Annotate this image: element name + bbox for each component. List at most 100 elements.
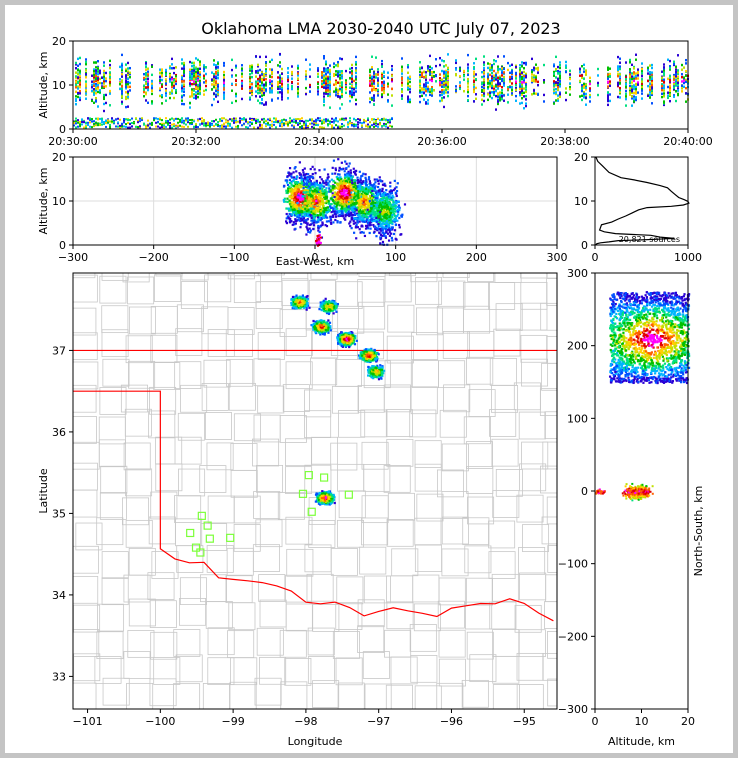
time-density-cell (217, 61, 219, 64)
time-density-cell (425, 102, 427, 105)
time-density-cell (323, 57, 325, 60)
time-density-cell (557, 70, 559, 73)
time-lowalt-cell (179, 118, 181, 121)
time-density-cell (553, 81, 555, 85)
time-density-cell (321, 82, 323, 86)
time-density-cell (317, 90, 319, 93)
time-density-cell (631, 85, 633, 88)
time-density-cell (609, 99, 611, 103)
time-density-cell (191, 78, 193, 82)
ew-density-cell (318, 217, 321, 221)
time-density-cell (581, 89, 583, 93)
ew-density-cell (390, 190, 394, 193)
time-lowalt-cell (317, 119, 319, 122)
time-lowalt-cell (95, 122, 97, 125)
time-density-cell (323, 76, 325, 80)
ew-density-cell (311, 222, 314, 225)
time-density-cell (473, 84, 475, 87)
ew-density-cell (388, 194, 391, 197)
ew-density-cell (361, 203, 364, 206)
time-lowalt-cell (367, 118, 369, 121)
time-density-cell (97, 90, 99, 94)
time-density-cell (77, 85, 79, 88)
time-density-cell (381, 95, 383, 99)
ew-density-cell (331, 192, 334, 195)
time-density-cell (329, 72, 331, 75)
time-density-cell (93, 90, 95, 93)
time-density-cell (197, 78, 199, 82)
time-density-cell (537, 68, 539, 72)
time-density-cell (439, 63, 441, 67)
time-density-cell (125, 95, 127, 99)
time-density-cell (443, 80, 445, 83)
time-density-cell (211, 78, 213, 81)
time-density-cell (281, 78, 283, 81)
time-lowalt-cell (211, 120, 213, 123)
ew-density-cell (293, 176, 296, 179)
ew-density-cell (320, 183, 323, 186)
ew-density-cell (325, 179, 328, 182)
time-lowalt-cell (305, 124, 307, 127)
time-lowalt-cell (385, 118, 387, 121)
ew-density-cell (382, 208, 386, 211)
time-density-cell (121, 64, 123, 67)
time-lowalt-cell (267, 123, 269, 126)
time-density-cell (191, 72, 193, 76)
time-density-cell (559, 72, 561, 75)
ew-density-cell (387, 220, 390, 223)
time-density-cell (523, 78, 525, 82)
time-lowalt-cell (111, 120, 113, 123)
ew-density-cell (306, 193, 309, 197)
time-lowalt-cell (339, 118, 341, 121)
time-lowalt-cell (213, 120, 215, 123)
time-density-cell (555, 87, 557, 91)
time-lowalt-cell (297, 123, 299, 126)
time-density-cell (391, 68, 393, 72)
time-lowalt-cell (81, 123, 83, 126)
time-density-cell (193, 64, 195, 67)
time-density-cell (109, 71, 111, 74)
time-lowalt-cell (85, 125, 87, 128)
time-ytick-label: 0 (59, 123, 66, 136)
time-density-cell (447, 94, 449, 98)
time-density-cell (427, 99, 429, 102)
time-lowalt-cell (91, 118, 93, 121)
time-density-cell (165, 91, 167, 95)
time-lowalt-cell (247, 121, 249, 124)
time-density-cell (373, 75, 375, 79)
ew-density-cell (291, 223, 294, 226)
time-lowalt-cell (191, 122, 193, 125)
time-density-cell (519, 64, 521, 67)
time-density-cell (257, 91, 259, 95)
ew-density-cell (395, 186, 398, 189)
time-density-cell (85, 67, 87, 71)
time-density-cell (533, 89, 535, 92)
time-lowalt-cell (275, 126, 277, 129)
time-lowalt-cell (81, 118, 83, 121)
time-lowalt-cell (145, 126, 147, 129)
time-density-cell (75, 75, 77, 78)
time-density-cell (125, 74, 127, 77)
time-density-cell (195, 57, 197, 60)
time-density-cell (339, 70, 341, 73)
time-lowalt-cell (267, 122, 269, 125)
time-density-cell (169, 80, 171, 83)
time-density-cell (99, 71, 101, 75)
ew-density-cell (317, 194, 321, 197)
time-density-cell (387, 85, 389, 88)
time-density-cell (423, 70, 425, 73)
time-density-cell (511, 71, 513, 74)
ew-density-cell (309, 231, 312, 234)
time-density-cell (501, 95, 503, 98)
time-lowalt-cell (175, 117, 177, 120)
time-density-cell (377, 83, 379, 86)
time-density-cell (93, 81, 95, 85)
time-density-cell (433, 89, 435, 92)
time-density-cell (235, 79, 237, 82)
time-density-cell (79, 83, 81, 87)
time-density-cell (509, 80, 511, 83)
time-density-cell (443, 90, 445, 93)
time-density-cell (103, 73, 105, 76)
time-density-cell (525, 72, 527, 76)
time-density-cell (257, 87, 259, 90)
